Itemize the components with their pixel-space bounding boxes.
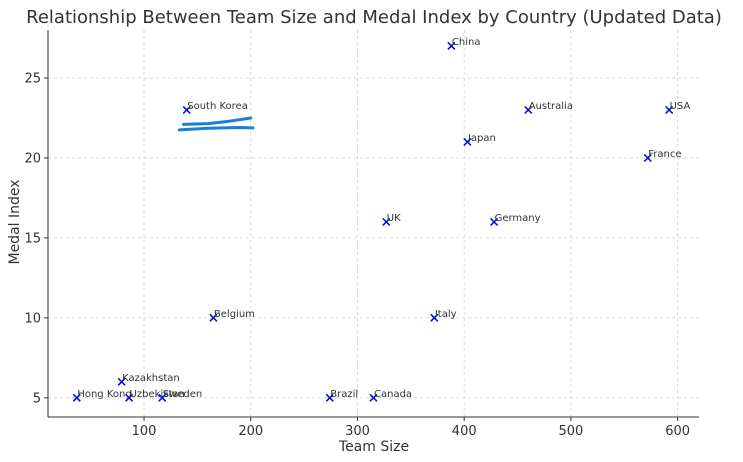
- point-label: Brazil: [330, 389, 358, 400]
- point-label: Sweden: [163, 389, 203, 400]
- annotation-stroke: [177, 126, 255, 132]
- y-tick-label: 15: [24, 231, 41, 246]
- chart-title: Relationship Between Team Size and Medal…: [26, 7, 722, 28]
- grid-lines: [48, 30, 699, 417]
- data-point: South Korea: [182, 101, 248, 115]
- data-point: Brazil: [325, 389, 358, 402]
- data-point: UK: [382, 213, 401, 226]
- point-marker-stroke: [117, 377, 126, 386]
- y-tick-label: 25: [24, 71, 41, 86]
- data-point: Germany: [490, 213, 541, 226]
- point-label: Belgium: [214, 309, 255, 320]
- point-label: Hong Kong: [77, 389, 131, 400]
- point-marker-stroke: [72, 393, 81, 402]
- point-label: France: [648, 149, 681, 160]
- point-marker-stroke: [369, 393, 378, 402]
- point-marker-stroke: [524, 105, 533, 115]
- data-point: Italy: [430, 309, 457, 322]
- data-point: USA: [665, 101, 691, 115]
- point-label: Italy: [435, 309, 457, 320]
- data-points: China South Korea Australia USA Japan France U…: [72, 37, 691, 402]
- point-marker-stroke: [447, 41, 456, 51]
- x-tick-label: 200: [238, 424, 263, 439]
- point-marker-stroke: [325, 393, 334, 402]
- data-point: Hong Kong: [72, 389, 132, 402]
- point-label: China: [452, 37, 481, 48]
- data-point: Japan: [463, 133, 496, 147]
- x-axis-title: Team Size: [338, 439, 409, 455]
- x-tick-label: 500: [559, 424, 584, 439]
- x-tick-label: 400: [452, 424, 477, 439]
- data-point: Australia: [524, 101, 573, 115]
- point-label: UK: [387, 213, 401, 224]
- data-point: Belgium: [209, 309, 255, 322]
- point-marker-stroke: [382, 217, 391, 226]
- annotation-strokes: [177, 116, 255, 132]
- point-marker-stroke: [490, 217, 499, 226]
- point-label: Uzbekistan: [130, 389, 185, 400]
- y-tick-labels: 5 10 15 20 25: [24, 71, 48, 406]
- point-label: USA: [670, 101, 691, 112]
- point-marker-stroke: [158, 393, 167, 402]
- annotation-stroke: [182, 116, 253, 126]
- point-marker-stroke: [430, 313, 439, 322]
- data-point: Sweden: [158, 389, 203, 402]
- x-tick-label: 100: [132, 424, 157, 439]
- point-label: Germany: [495, 213, 541, 224]
- point-marker-stroke: [182, 105, 191, 115]
- data-point: Canada: [369, 389, 412, 402]
- data-point: Kazakhstan: [117, 373, 180, 386]
- point-label: Australia: [529, 101, 573, 112]
- point-label: South Korea: [187, 101, 248, 112]
- point-marker-stroke: [665, 105, 674, 115]
- point-label: Canada: [374, 389, 412, 400]
- data-point: France: [643, 149, 682, 162]
- point-marker-stroke: [209, 313, 218, 322]
- point-marker-stroke: [463, 137, 472, 147]
- x-tick-label: 600: [665, 424, 690, 439]
- data-point: Uzbekistan: [125, 389, 185, 402]
- point-marker-stroke: [125, 393, 134, 402]
- point-label: Kazakhstan: [122, 373, 180, 384]
- x-tick-labels: 100 200 300 400 500 600: [132, 417, 690, 439]
- y-tick-label: 10: [24, 311, 41, 326]
- axes: [47, 30, 699, 418]
- y-tick-label: 5: [33, 391, 41, 406]
- data-point: China: [447, 37, 481, 51]
- point-label: Japan: [467, 133, 496, 144]
- y-tick-label: 20: [24, 151, 41, 166]
- point-marker-stroke: [643, 153, 652, 162]
- y-axis-title: Medal Index: [7, 179, 23, 264]
- x-tick-label: 300: [345, 424, 370, 439]
